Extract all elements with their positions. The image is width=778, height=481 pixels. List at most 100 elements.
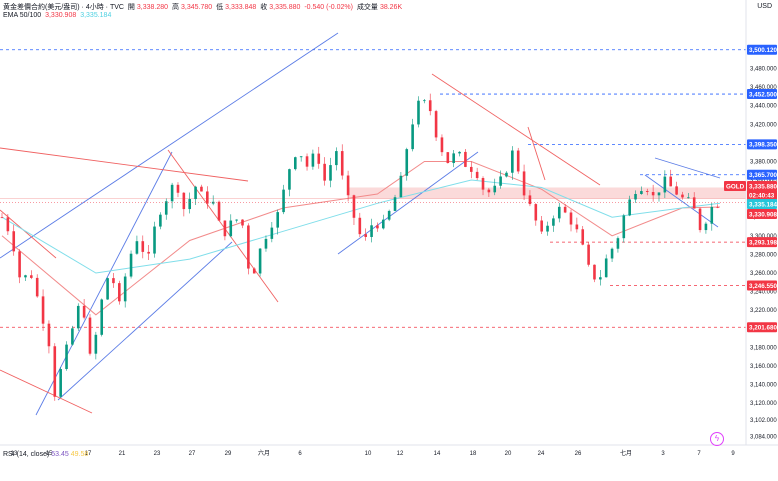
ema-lines (1, 161, 721, 316)
candle-body (716, 206, 719, 208)
candle-body (370, 225, 373, 237)
candle-body (552, 218, 555, 226)
price-level-tag-bg (747, 237, 777, 248)
trend-line (0, 209, 57, 259)
candle-body (645, 191, 649, 193)
current-price-tag: 3,330.908 (747, 209, 778, 219)
candle-body (428, 100, 432, 112)
price-axis: 3,084.000 3,102.000 3,120.000 3,140.000 3,16… (0, 0, 778, 446)
candle-body (258, 248, 262, 274)
candle-body (381, 219, 385, 229)
currency-label: USD (757, 3, 772, 10)
candle-body (475, 171, 479, 179)
candle-body (94, 334, 98, 354)
current-price-tag: 3,335.880 GOLD (724, 181, 778, 191)
candle-body (329, 165, 332, 181)
x-tick-label: 9 (731, 451, 735, 457)
current-price-tag-text: 02:40:43 (749, 192, 775, 199)
candle-body (164, 201, 168, 215)
y-tick-label: 3,140.000 (750, 383, 777, 389)
candle-body (76, 305, 80, 329)
x-tick-label: 15 (46, 451, 53, 457)
price-tags: 3,500.120 3,452.500 3,398.350 3,365.700 3,29… (0, 44, 778, 333)
time-axis: 13 15 17 21 23 27 29 六月 6 10 12 14 18 20 24 26 七月 3 7 9 (11, 449, 736, 457)
y-tick-label: 3,160.000 (750, 364, 777, 370)
price-level-tag: 3,201.680 (747, 322, 778, 333)
candle-body (675, 186, 678, 195)
candle-body (18, 251, 21, 278)
candle-body (176, 184, 180, 193)
y-tick-label: 3,480.000 (750, 66, 777, 72)
price-level-tag: 3,293.198 (747, 237, 778, 248)
trend-line (654, 157, 721, 179)
candle-body (264, 238, 268, 249)
candle-body (657, 192, 661, 196)
x-tick-label: 6 (298, 451, 302, 457)
candle-body (12, 231, 16, 252)
x-tick-label: 14 (434, 451, 441, 457)
close-value: 3,335.880 (269, 4, 301, 11)
candle-body (106, 278, 109, 300)
candle-body (469, 166, 473, 172)
candle-body (0, 217, 4, 219)
candle-body (35, 277, 39, 297)
candle-body (622, 215, 626, 239)
candle-body (540, 220, 543, 232)
candle-body (141, 241, 145, 252)
rsi-legend[interactable]: RSI (14, close) 53.45 49.58 (3, 451, 88, 458)
candle-body (563, 206, 567, 213)
high-value: 3,345.780 (181, 4, 213, 11)
ohlc-header: 黄金差價合約(美元/盎司) · 4小時 · TVC 開 3,338.280 高 3,… (3, 2, 404, 12)
candle-body (170, 184, 174, 202)
candle-body (593, 264, 596, 280)
candle-body (294, 157, 297, 170)
price-level-tag: 3,500.120 (747, 44, 778, 55)
x-tick-label: 10 (365, 451, 372, 457)
trend-line (337, 151, 479, 255)
candle-body (88, 317, 92, 354)
y-tick-label: 3,260.000 (750, 271, 777, 277)
candle-body (405, 149, 409, 176)
ema100-line (1, 179, 721, 274)
candle-body (581, 229, 585, 245)
candle-body (311, 153, 315, 167)
candle-body (65, 344, 68, 370)
x-tick-label: 27 (189, 451, 196, 457)
ema50-value: 3,330.908 (45, 12, 77, 19)
candle-body (206, 191, 209, 204)
candle-body (516, 150, 520, 172)
volume-label: 成交量 (356, 4, 378, 11)
ema-legend[interactable]: EMA 50/100 3,330.908 3,335.184 (3, 12, 113, 19)
price-level-tag-bg (747, 169, 777, 180)
candle-body (481, 178, 485, 190)
x-tick-label: 12 (397, 451, 404, 457)
candle-body (217, 201, 221, 221)
candle-body (387, 210, 391, 220)
candle-body (487, 189, 491, 193)
candle-body (118, 283, 121, 302)
current-price-tag-text: 3,335.184 (749, 201, 778, 208)
candle-body (663, 176, 667, 193)
candle-body (135, 241, 139, 254)
price-level-tag: 3,246.550 (747, 280, 778, 291)
y-tick-label: 3,220.000 (750, 308, 777, 314)
candle-body (100, 299, 104, 335)
trend-line (35, 151, 173, 416)
candle-body (282, 189, 285, 213)
candle-body (511, 150, 514, 173)
symbol-title[interactable]: 黄金差價合約(美元/盎司) · 4小時 · TVC (3, 4, 124, 11)
y-tick-label: 3,240.000 (750, 290, 777, 296)
candle-body (528, 195, 532, 205)
trend-line (644, 174, 719, 228)
y-tick-label: 3,420.000 (750, 122, 777, 128)
lightning-icon[interactable]: ϟ (710, 432, 724, 446)
candle-body (446, 152, 450, 164)
y-tick-label: 3,120.000 (750, 401, 777, 407)
candle-body (235, 219, 238, 221)
candle-body (252, 268, 256, 274)
candle-body (41, 296, 45, 324)
candle-body (599, 277, 602, 280)
y-tick-label: 3,180.000 (750, 345, 777, 351)
x-tick-label: 23 (154, 451, 161, 457)
